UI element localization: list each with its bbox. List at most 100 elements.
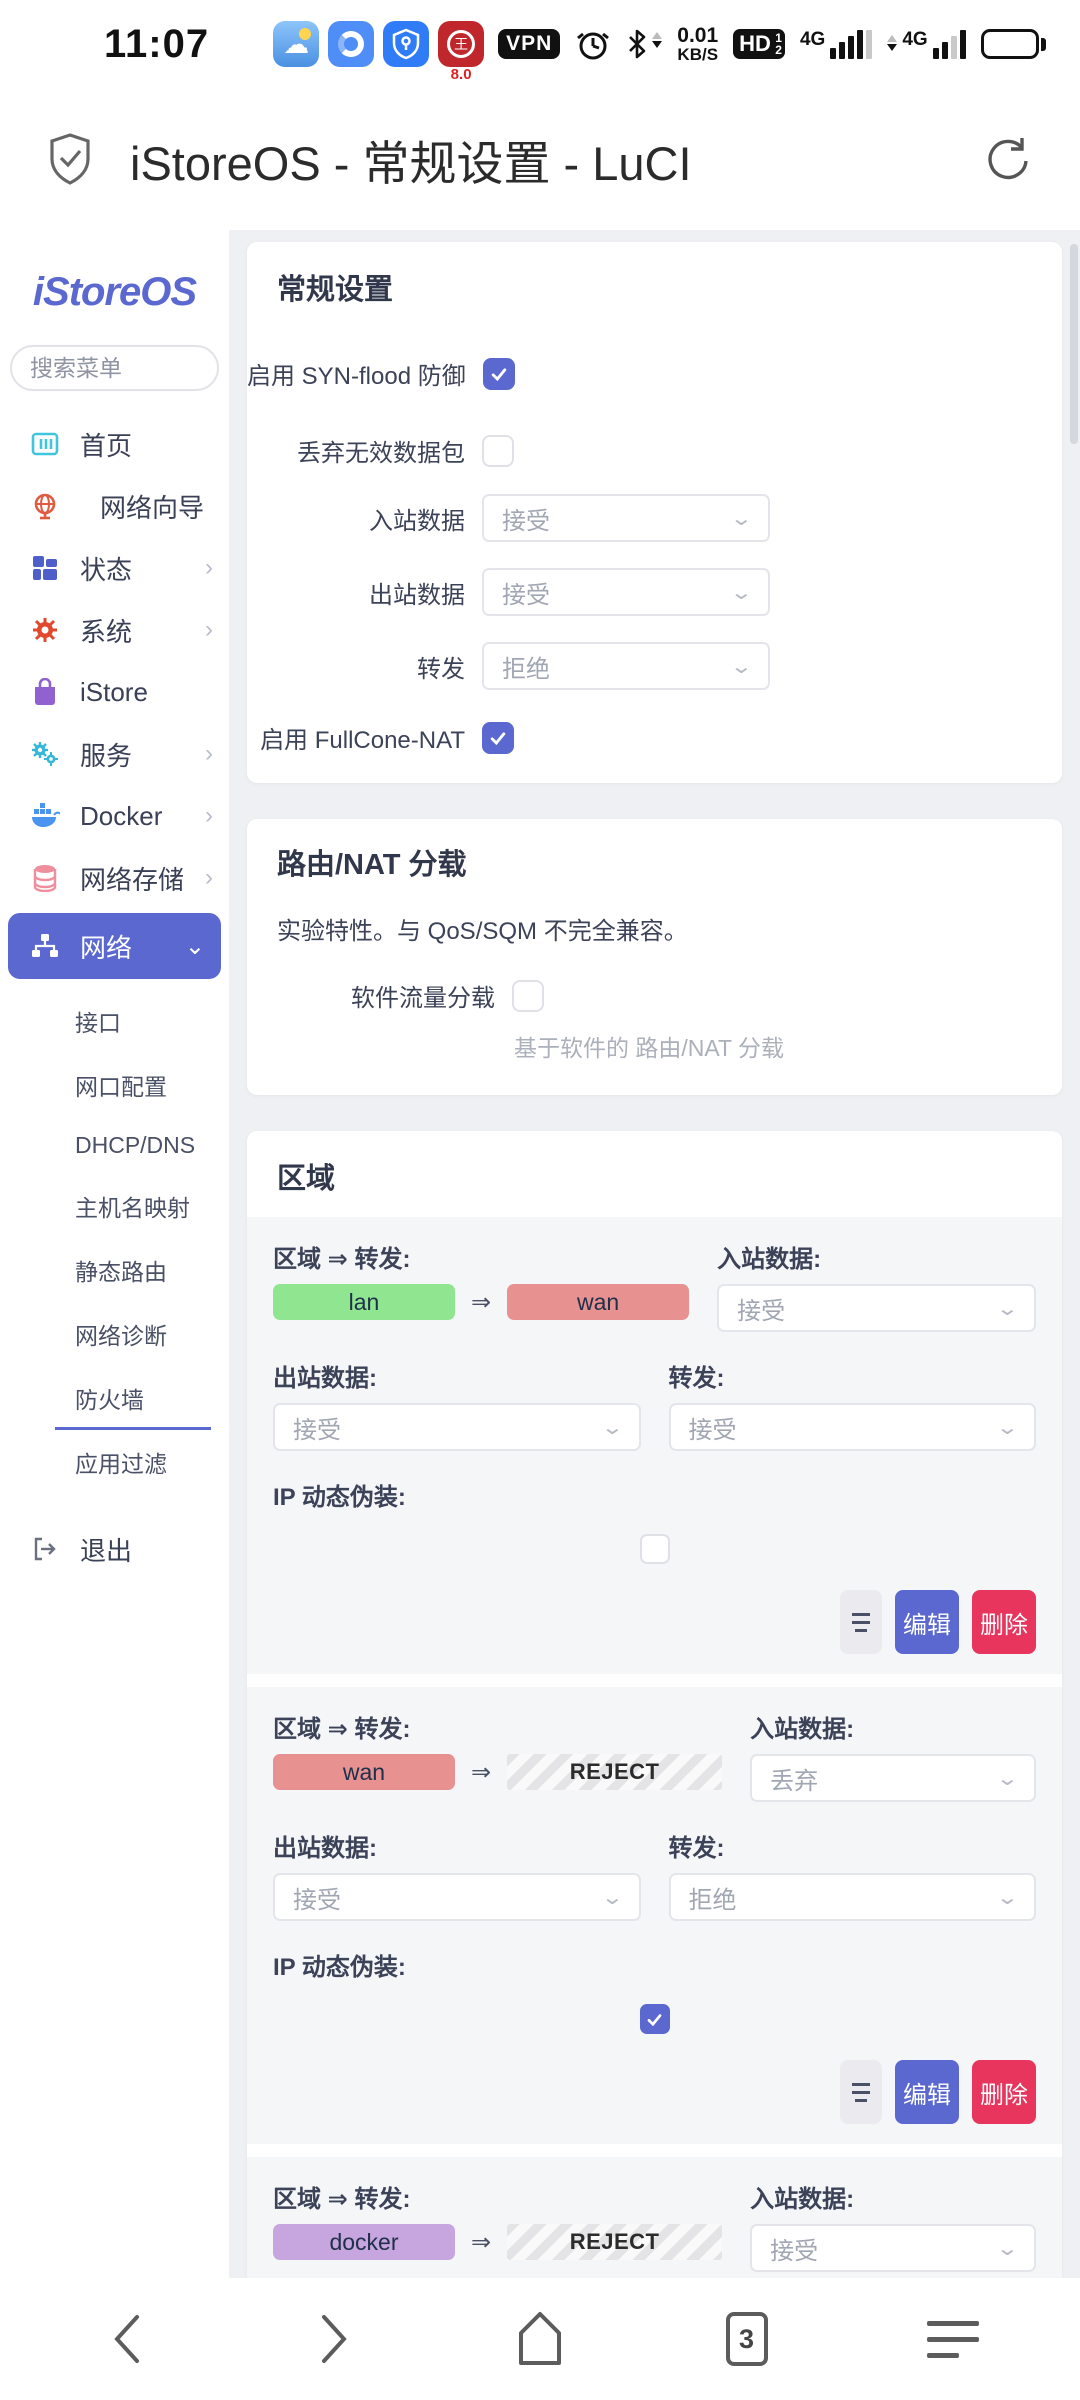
input-policy-select[interactable]: 接受 ⌄ xyxy=(482,494,770,542)
general-settings-card: 常规设置 启用 SYN-flood 防御 丢弃无效数据包 xyxy=(247,242,1062,783)
alarm-icon xyxy=(577,32,610,60)
notification-app-icons: ☁ 王 8.0 xyxy=(273,21,485,83)
database-icon xyxy=(30,863,60,893)
globe-icon xyxy=(30,491,60,521)
menu-search-input[interactable] xyxy=(10,345,219,391)
arrow-icon: ⇒ xyxy=(471,1758,492,1786)
zone-reorder-button[interactable] xyxy=(840,1590,882,1654)
browser-nav-bar: 3 xyxy=(0,2278,1080,2400)
shield-pin-icon xyxy=(392,28,420,60)
sidebar-item-storage[interactable]: 网络存储 › xyxy=(0,847,229,909)
zone-name-badge: wan xyxy=(273,1754,455,1790)
sidebar-item-docker[interactable]: Docker › xyxy=(0,785,229,847)
zone-row: 区域 ⇒ 转发: docker ⇒ REJECT 入站数据: 接受⌄ 出站数据:… xyxy=(247,2157,1062,2278)
syn-flood-checkbox[interactable] xyxy=(482,357,515,390)
tabs-button[interactable]: 3 xyxy=(712,2304,782,2374)
zones-card: 区域 区域 ⇒ 转发: lan ⇒ wan 入站数据: 接受 ⌄ 出站数据: xyxy=(247,1131,1062,2278)
network-submenu: 接口 网口配置 DHCP/DNS 主机名映射 静态路由 网络诊断 防火墙 应用过… xyxy=(0,983,229,1496)
zone-outbound-select[interactable]: 接受 ⌄ xyxy=(273,1873,641,1921)
chevron-down-icon: ⌄ xyxy=(995,1297,1020,1320)
chevron-down-icon: ⌄ xyxy=(729,581,754,604)
chevron-right-icon: › xyxy=(205,864,213,891)
zone-forward-select[interactable]: 接受 ⌄ xyxy=(668,1403,1036,1451)
forward-policy-select[interactable]: 拒绝 ⌄ xyxy=(482,642,770,690)
submenu-ports[interactable]: 网口配置 xyxy=(75,1074,167,1100)
fullcone-row: 启用 FullCone-NAT xyxy=(247,720,1062,755)
gear-icon xyxy=(30,615,60,645)
submenu-diagnostics[interactable]: 网络诊断 xyxy=(75,1323,167,1349)
zones-list: 区域 ⇒ 转发: lan ⇒ wan 入站数据: 接受 ⌄ 出站数据: 接受 ⌄ xyxy=(247,1217,1062,2278)
chevron-down-icon: ⌄ xyxy=(995,2237,1020,2260)
home-button[interactable] xyxy=(505,2304,575,2374)
zone-name-badge: lan xyxy=(273,1284,455,1320)
network-tree-icon xyxy=(30,931,60,961)
submenu-interfaces[interactable]: 接口 xyxy=(75,1010,121,1036)
hamburger-icon xyxy=(927,2320,979,2358)
scrollbar-thumb[interactable] xyxy=(1070,244,1078,444)
zone-target-badge: REJECT xyxy=(507,2224,723,2260)
back-button[interactable] xyxy=(92,2304,162,2374)
chevron-down-icon: ⌄ xyxy=(995,1767,1020,1790)
submenu-appfilter[interactable]: 应用过滤 xyxy=(75,1451,167,1477)
chevron-down-icon: ⌄ xyxy=(600,1886,624,1909)
sidebar-item-logout[interactable]: 退出 xyxy=(0,1518,229,1580)
input-policy-row: 入站数据 接受 ⌄ xyxy=(247,494,1062,542)
zone-masq-checkbox[interactable] xyxy=(639,2004,670,2034)
submenu-dhcp[interactable]: DHCP/DNS xyxy=(75,1132,196,1158)
sidebar-item-istore[interactable]: iStore xyxy=(0,661,229,723)
forward-button[interactable] xyxy=(299,2304,369,2374)
istoreos-logo: iStoreOS xyxy=(32,270,197,314)
status-indicators: VPN 0.01 KB/S HD 1 2 4G xyxy=(498,25,1046,63)
sidebar-item-status[interactable]: 状态 › xyxy=(0,537,229,599)
sidebar-item-network[interactable]: 网络 ⌄ xyxy=(8,913,221,979)
chevron-down-icon: ⌄ xyxy=(729,655,754,678)
zone-delete-button[interactable]: 删除 xyxy=(972,2060,1036,2124)
offload-card: 路由/NAT 分载 实验特性。与 QoS/SQM 不完全兼容。 软件流量分载 基… xyxy=(247,819,1062,1095)
submenu-hostnames[interactable]: 主机名映射 xyxy=(75,1195,190,1221)
chevron-down-icon: ⌄ xyxy=(184,932,205,960)
zone-delete-button[interactable]: 删除 xyxy=(972,1590,1036,1654)
output-policy-select[interactable]: 接受 ⌄ xyxy=(482,568,770,616)
sidebar-item-home[interactable]: 首页 xyxy=(0,413,229,475)
offload-row: 软件流量分载 xyxy=(277,978,1032,1013)
output-policy-row: 出站数据 接受 ⌄ xyxy=(247,568,1062,616)
zone-inbound-select[interactable]: 接受 ⌄ xyxy=(717,1284,1036,1332)
submenu-firewall[interactable]: 防火墙 xyxy=(55,1366,211,1430)
zone-forward-select[interactable]: 拒绝 ⌄ xyxy=(668,1873,1036,1921)
clock: 11:07 xyxy=(104,21,210,66)
offload-description: 实验特性。与 QoS/SQM 不完全兼容。 xyxy=(277,918,688,945)
zone-reorder-button[interactable] xyxy=(840,2060,882,2124)
section-title-zones: 区域 xyxy=(277,1163,336,1195)
bluetooth-icon xyxy=(629,29,646,59)
hd-volte-badge: HD 1 2 xyxy=(733,29,785,59)
signal-bars-icon xyxy=(830,29,873,59)
zone-inbound-select[interactable]: 丢弃 ⌄ xyxy=(750,1754,1036,1802)
chevron-down-icon: ⌄ xyxy=(995,1416,1020,1439)
zone-inbound-select[interactable]: 接受 ⌄ xyxy=(750,2224,1036,2272)
security-app-icon xyxy=(383,21,430,67)
logout-icon xyxy=(30,1534,60,1564)
menu-button[interactable] xyxy=(918,2304,988,2374)
offload-checkbox[interactable] xyxy=(512,979,544,1012)
sidebar-item-wizard[interactable]: 网络向导 xyxy=(0,475,229,537)
chevron-down-icon: ⌄ xyxy=(995,1886,1020,1909)
chevron-right-icon: › xyxy=(205,554,213,581)
weather-app-icon: ☁ xyxy=(273,21,320,67)
section-title-offload: 路由/NAT 分载 xyxy=(277,849,467,881)
submenu-routes[interactable]: 静态路由 xyxy=(75,1259,167,1285)
refresh-button[interactable] xyxy=(982,133,1034,185)
fullcone-checkbox[interactable] xyxy=(482,721,514,754)
sidebar-item-system[interactable]: 系统 › xyxy=(0,599,229,661)
zone-edit-button[interactable]: 编辑 xyxy=(895,1590,959,1654)
zone-masq-checkbox[interactable] xyxy=(639,1534,670,1564)
zone-edit-button[interactable]: 编辑 xyxy=(895,2060,959,2124)
drop-invalid-checkbox[interactable] xyxy=(482,434,514,467)
zone-outbound-select[interactable]: 接受 ⌄ xyxy=(273,1403,641,1451)
browser-toolbar: iStoreOS - 常规设置 - LuCI xyxy=(0,88,1080,230)
sidebar-item-services[interactable]: 服务 › xyxy=(0,723,229,785)
section-title-general: 常规设置 xyxy=(277,274,394,306)
zone-row: 区域 ⇒ 转发: lan ⇒ wan 入站数据: 接受 ⌄ 出站数据: 接受 ⌄ xyxy=(247,1217,1062,1674)
main-content: 常规设置 启用 SYN-flood 防御 丢弃无效数据包 xyxy=(229,230,1080,2278)
site-security-icon[interactable] xyxy=(46,132,94,186)
arrow-icon: ⇒ xyxy=(471,1288,492,1316)
